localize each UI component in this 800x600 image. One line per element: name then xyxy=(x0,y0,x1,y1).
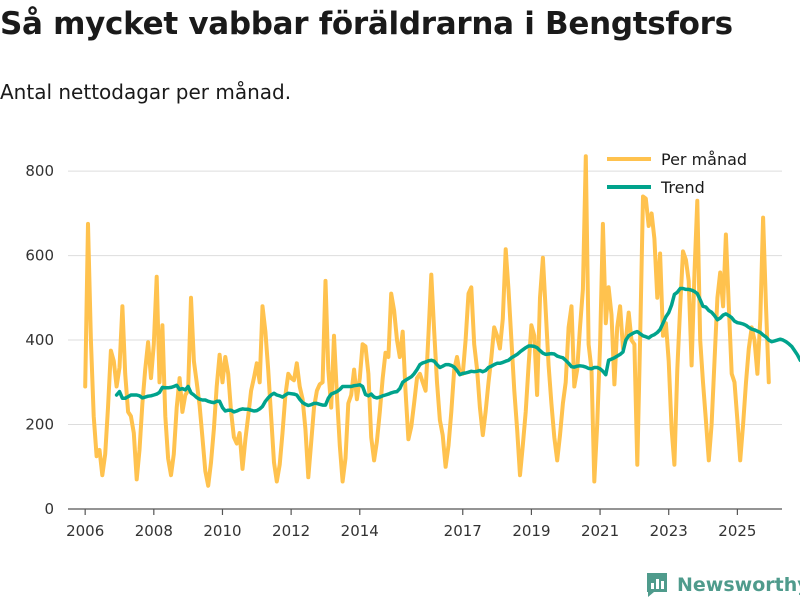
x-tick-label: 2012 xyxy=(272,522,310,540)
x-tick-label: 2010 xyxy=(203,522,241,540)
legend-label-trend: Trend xyxy=(660,178,705,197)
page-title: Så mycket vabbar föräldrarna i Bengtsfor… xyxy=(0,6,733,42)
x-tick-label: 2021 xyxy=(581,522,619,540)
newsworthy-logo-icon xyxy=(647,573,667,597)
brand-logo: Newsworthy xyxy=(645,570,800,600)
x-tick-label: 2019 xyxy=(512,522,550,540)
x-axis: 2006 2008 2010 2012 2014 2017 2019 2021 2023 2025 xyxy=(66,508,782,540)
y-tick-label: 800 xyxy=(25,162,54,180)
x-tick-label: 2017 xyxy=(444,522,482,540)
y-tick-label: 400 xyxy=(25,331,54,349)
y-tick-label: 600 xyxy=(25,247,54,265)
page-subtitle: Antal nettodagar per månad. xyxy=(0,80,292,104)
y-tick-label: 0 xyxy=(44,500,54,518)
y-tick-label: 200 xyxy=(25,416,54,434)
y-axis: 0 200 400 600 800 xyxy=(25,162,54,518)
gridlines xyxy=(68,170,782,426)
x-tick-label: 2023 xyxy=(650,522,688,540)
x-tick-label: 2014 xyxy=(341,522,379,540)
x-tick-label: 2006 xyxy=(66,522,104,540)
x-tick-label: 2008 xyxy=(135,522,173,540)
x-tick-label: 2025 xyxy=(718,522,756,540)
series xyxy=(83,154,800,488)
brand-name: Newsworthy xyxy=(677,574,800,596)
legend: Per månad Trend xyxy=(607,150,747,197)
legend-label-monthly: Per månad xyxy=(661,150,747,169)
series-line-monthly xyxy=(83,154,771,488)
series-line-trend xyxy=(114,286,800,414)
